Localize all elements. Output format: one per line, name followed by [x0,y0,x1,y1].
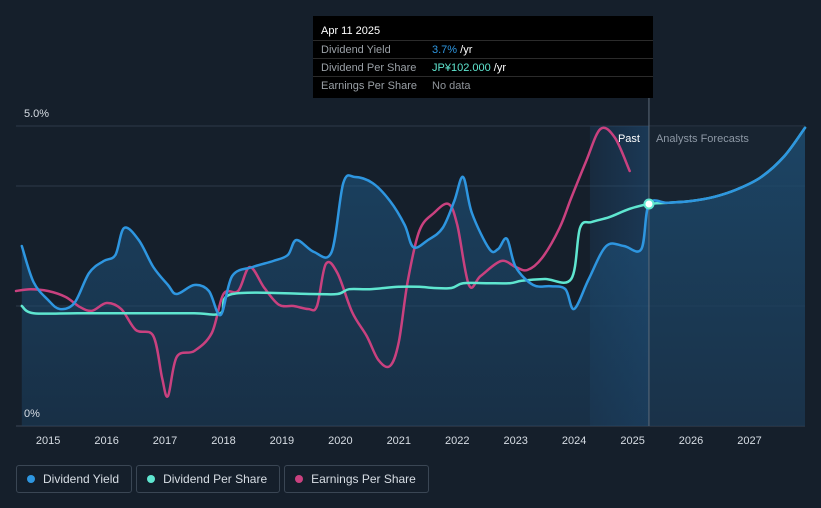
x-tick-label: 2027 [737,435,761,447]
x-tick-label: 2018 [211,435,235,447]
tooltip: Apr 11 2025 Dividend Yield 3.7% /yr Divi… [313,16,653,98]
tooltip-row-earnings-per-share: Earnings Per Share No data [313,76,653,95]
tooltip-label: Earnings Per Share [321,80,417,92]
tooltip-label: Dividend Per Share [321,62,417,74]
tooltip-row-dividend-per-share: Dividend Per Share JP¥102.000 /yr [313,58,653,77]
y-tick-label-bottom: 0% [24,408,40,420]
legend-dot-icon [295,475,304,483]
forecast-label: Analysts Forecasts [656,133,749,145]
y-tick-label-top: 5.0% [24,108,50,120]
x-tick-label: 2020 [328,435,352,447]
legend-item-earnings-per-share[interactable]: Earnings Per Share [284,465,429,493]
past-label: Past [618,133,640,145]
tooltip-value: JP¥102.000 [432,62,491,74]
x-tick-label: 2025 [620,435,644,447]
tooltip-label: Dividend Yield [321,44,391,56]
tooltip-unit: /yr [490,62,506,74]
x-tick-label: 2016 [94,435,118,447]
x-tick-label: 2026 [679,435,703,447]
x-tick-label: 2017 [153,435,177,447]
tooltip-date: Apr 11 2025 [321,25,381,37]
legend-label: Dividend Per Share [163,472,268,486]
x-tick-label: 2022 [445,435,469,447]
x-tick-label: 2023 [503,435,527,447]
x-tick-label: 2024 [562,435,586,447]
legend-item-dividend-yield[interactable]: Dividend Yield [16,465,133,493]
legend-item-dividend-per-share[interactable]: Dividend Per Share [136,465,281,493]
tooltip-row-dividend-yield: Dividend Yield 3.7% /yr [313,40,653,59]
series-line-dividend-yield [20,126,807,317]
legend-dot-icon [27,475,35,483]
x-tick-label: 2019 [270,435,294,447]
legend-dot-icon [147,475,156,483]
legend: Dividend Yield Dividend Per Share Earnin… [16,465,429,495]
legend-label: Dividend Yield [43,472,120,486]
current-value-marker [643,198,655,210]
x-tick-label: 2021 [387,435,411,447]
x-tick-label: 2015 [36,435,60,447]
legend-label: Earnings Per Share [311,472,416,486]
tooltip-value: No data [432,80,471,92]
tooltip-value: 3.7% [432,44,458,56]
tooltip-unit: /yr [457,44,473,56]
series-line-earnings-per-share [14,126,631,398]
dividend-yield-area [21,127,806,427]
